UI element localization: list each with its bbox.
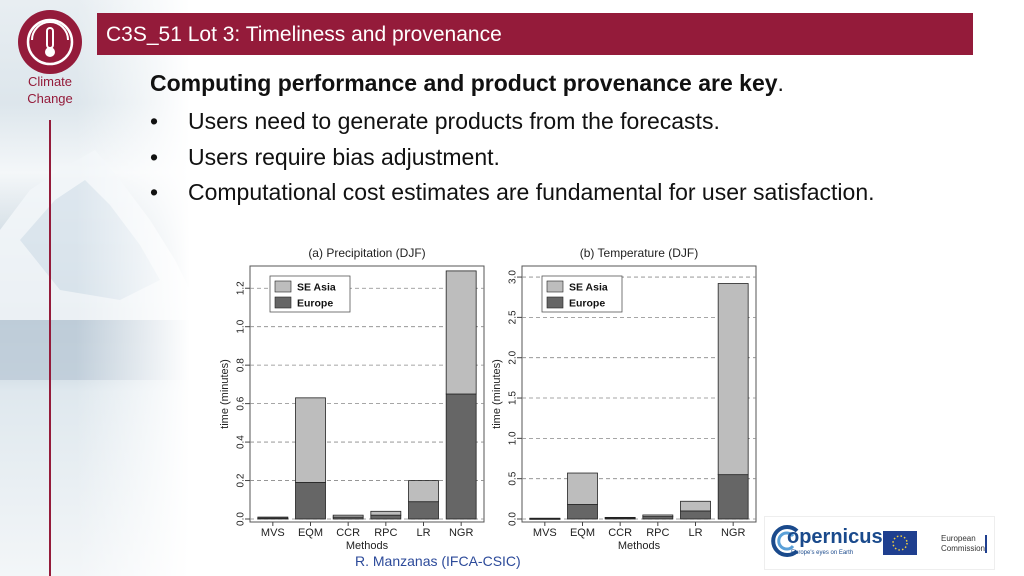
y-tick-label: 0.5 [508,471,519,485]
legend-label: Europe [297,298,333,310]
chart-title: (b) Temperature (DJF) [580,246,698,260]
brand-label-line2: Change [27,91,73,106]
copernicus-tagline: Europe's eyes on Earth [791,550,854,556]
y-axis-label: time (minutes) [219,359,231,429]
bullet-text: Computational cost estimates are fundame… [188,179,875,205]
bar-segment [717,283,749,476]
bar-segment [529,517,561,520]
legend-swatch [546,296,564,309]
bar-segment [332,514,364,518]
y-tick-label: 0.0 [236,512,247,526]
bullet-marker: • [150,144,159,170]
chart-precipitation: (a) Precipitation (DJF) 0.0 0.2 0.4 0.6 0.8 1.… [219,246,485,552]
legend-label: SE Asia [569,282,608,294]
legend-swatch [274,296,292,309]
slide-title: C3S_51 Lot 3: Timeliness and provenance [106,23,502,46]
bar-segment [445,393,477,520]
brand-label: Climate Change [0,73,100,107]
bar-segment [604,516,636,519]
footer-author: R. Manzanas (IFCA-CSIC) [355,553,521,569]
x-tick-label: CCR [608,527,632,539]
y-tick-label: 2.0 [508,350,519,364]
y-tick-label: 0.2 [236,473,247,487]
y-tick-label: 2.5 [508,310,519,324]
x-tick-label: MVS [261,527,285,539]
x-tick-label: LR [416,527,430,539]
x-tick-label: EQM [298,527,323,539]
y-tick-label: 0.0 [508,512,519,526]
iceberg-background [0,0,190,576]
bar-segment [680,500,711,512]
bullet-marker: • [150,108,159,134]
y-tick-label: 1.2 [236,281,247,295]
copernicus-logo [771,525,799,557]
legend-swatch [546,280,564,293]
x-tick-label: LR [688,527,702,539]
x-axis-label: Methods [618,540,661,552]
x-tick-label: NGR [721,527,746,539]
chart-temperature: (b) Temperature (DJF) 0.0 0.5 1.0 1.5 2.0 2.5 3… [491,246,757,552]
ec-line2: Commission [941,544,986,553]
headline-period: . [777,70,784,96]
bar-segment [408,480,439,503]
x-tick-label: RPC [374,527,397,539]
bullet-item: • Users require bias adjustment. [150,142,890,172]
brand-divider-line [49,120,51,576]
chart-title: (a) Precipitation (DJF) [308,246,425,260]
bar-segment [567,472,598,505]
copernicus-name: opernicus [787,526,883,548]
bar-segment [295,482,326,520]
headline-text: Computing performance and product proven… [150,70,778,96]
x-tick-label: RPC [646,527,669,539]
legend-label: SE Asia [297,282,336,294]
bar-segment [295,397,326,483]
y-tick-label: 0.8 [236,358,247,372]
thermometer-icon [26,18,74,66]
climate-change-logo [18,10,82,74]
y-tick-label: 1.5 [508,391,519,405]
bar-segment [717,474,749,520]
bar-segment [567,504,598,520]
bar-segment [408,501,439,520]
bullet-item: • Users need to generate products from t… [150,106,890,136]
bar-segment [445,270,477,395]
y-tick-label: 1.0 [236,319,247,333]
bar-segment [680,510,711,520]
ec-line1: European [941,534,976,543]
bullet-marker: • [150,179,159,205]
bar-segment [257,516,289,519]
x-tick-label: NGR [449,527,474,539]
x-tick-label: EQM [570,527,595,539]
slide-headline: Computing performance and product proven… [150,70,784,97]
y-tick-label: 0.6 [236,396,247,410]
eu-flag-icon [883,531,917,555]
legend-swatch [274,280,292,293]
bullet-text: Users need to generate products from the… [188,108,720,134]
y-tick-label: 0.4 [236,435,247,449]
x-axis-label: Methods [346,540,389,552]
y-axis-label: time (minutes) [491,359,503,429]
bar-segment [642,514,674,517]
legend-label: Europe [569,298,605,310]
y-tick-label: 1.0 [508,431,519,445]
ec-divider [985,535,987,553]
background-fade [0,0,190,576]
partner-logos: opernicus Europe's eyes on Earth Europea… [764,516,995,570]
bar-segment [370,514,402,520]
y-tick-label: 3.0 [508,270,519,284]
brand-label-line1: Climate [27,74,73,89]
x-tick-label: CCR [336,527,360,539]
bullet-text: Users require bias adjustment. [188,144,500,170]
bar-segment [370,510,402,516]
x-tick-label: MVS [533,527,557,539]
title-bar [97,13,973,55]
bullet-item: • Computational cost estimates are funda… [150,177,890,241]
